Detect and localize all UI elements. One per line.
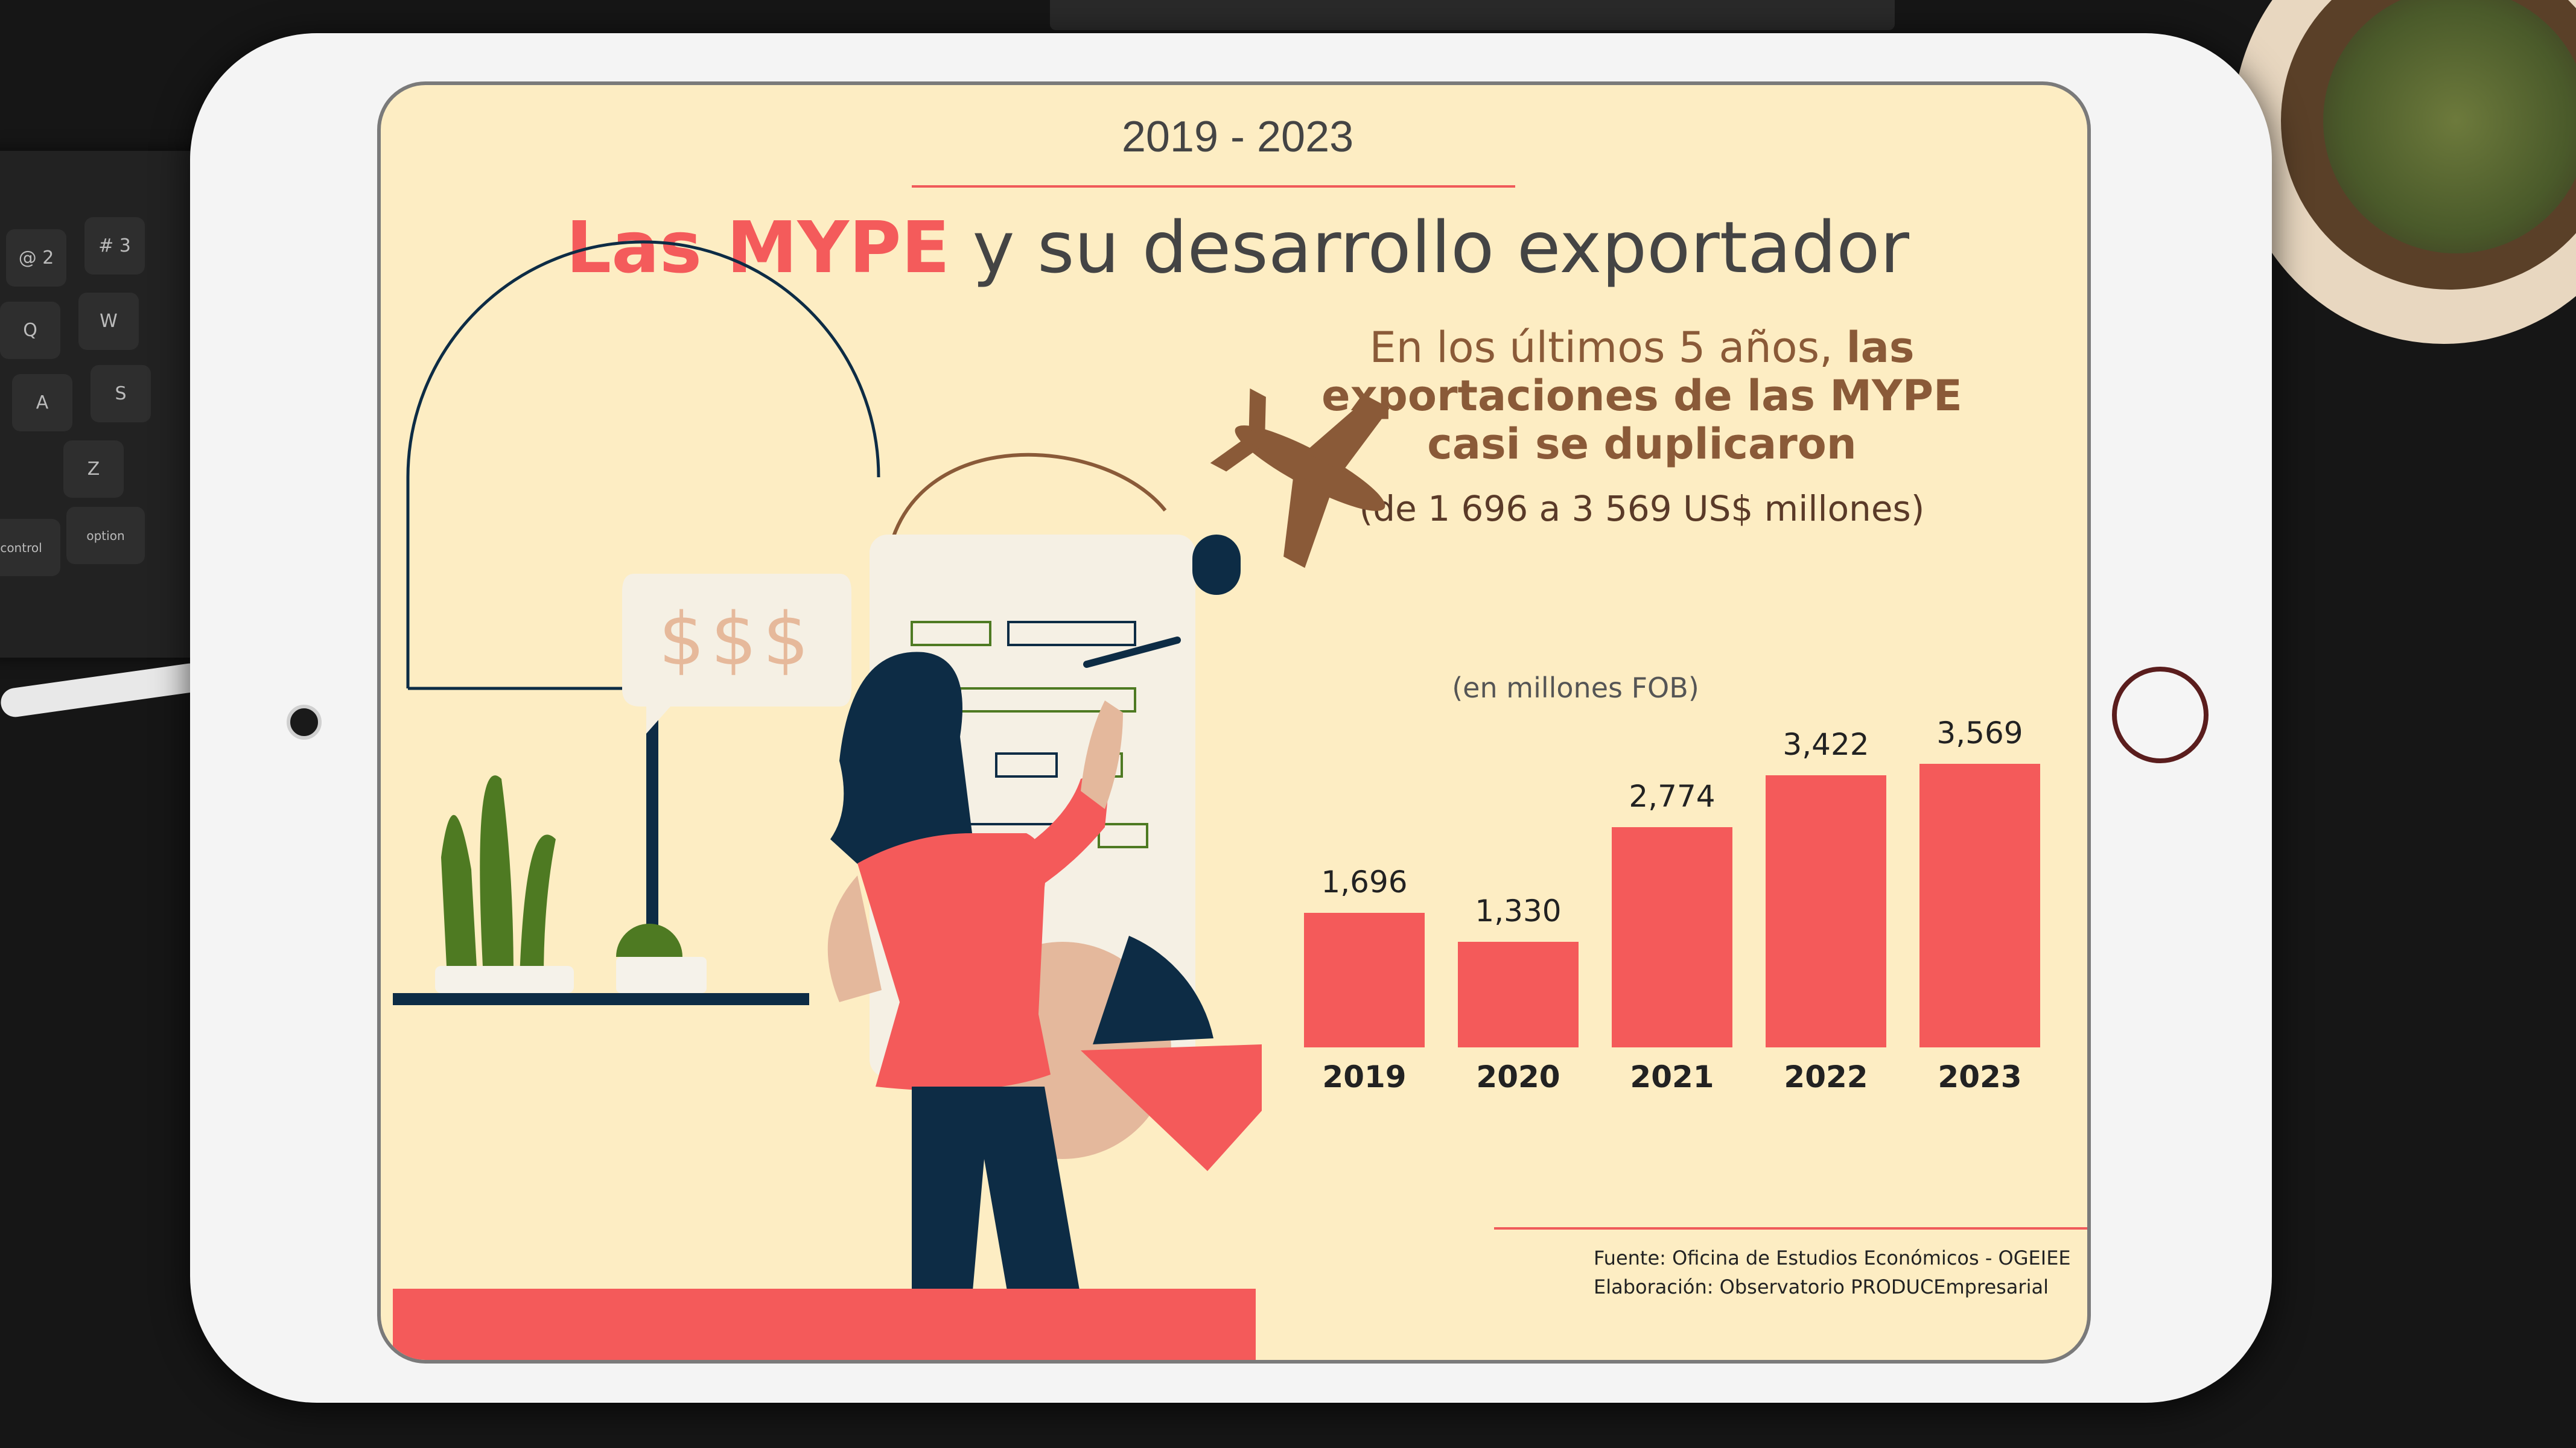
- keyboard-key: control: [0, 519, 60, 576]
- cactus-plant: [2323, 0, 2576, 253]
- headline-lead: En los últimos 5 años,: [1369, 323, 1833, 372]
- x-tick-label: 2020: [1476, 1059, 1560, 1094]
- headline-range: (de 1 696 a 3 569 US$ millones): [1359, 488, 1925, 529]
- floor-strip: [393, 1289, 1256, 1360]
- keyboard-key: W: [78, 293, 139, 350]
- speech-bubble: [622, 574, 851, 734]
- chart-subtitle: (en millones FOB): [1452, 672, 1699, 704]
- bar-value-label: 2,774: [1629, 778, 1716, 814]
- airplane-icon: [1210, 388, 1390, 568]
- source-divider: [1494, 1227, 2087, 1230]
- bar-2019: [1304, 912, 1425, 1047]
- home-button[interactable]: [2112, 667, 2209, 763]
- bar-value-label: 1,330: [1475, 893, 1562, 929]
- illustration: [393, 240, 1390, 1360]
- bar-2023: [1919, 764, 2040, 1047]
- plant-leaves: [441, 815, 477, 978]
- year-range: 2019 - 2023: [1121, 113, 1354, 161]
- x-tick-label: 2021: [1630, 1059, 1714, 1094]
- bar-value-label: 3,569: [1936, 716, 2023, 751]
- keyboard-key: @ 2: [6, 229, 66, 287]
- window-arch: [406, 240, 880, 688]
- bar-value-label: 3,422: [1783, 727, 1869, 763]
- person-hair: [830, 652, 972, 869]
- keyboard-key: Q: [0, 302, 60, 359]
- title-highlight: Las MYPE: [566, 206, 950, 289]
- shelf: [393, 993, 809, 1005]
- keyboard-key: # 3: [84, 217, 145, 275]
- keyboard-key: option: [66, 507, 145, 564]
- person-shirt: [857, 833, 1051, 1091]
- bar-chart: 1,696 2019 1,330 2020 2,774 2021 3,422 2022 3,56…: [381, 85, 2087, 1360]
- credit-line: Elaboración: Observatorio PRODUCEmpresar…: [1594, 1275, 2049, 1298]
- bar-2020: [1458, 941, 1579, 1047]
- x-tick-label: 2022: [1784, 1059, 1868, 1094]
- divider-line: [912, 185, 1515, 188]
- bar-value-label: 1,696: [1321, 864, 1408, 900]
- x-tick-label: 2023: [1938, 1059, 2022, 1094]
- source-line: Fuente: Oficina de Estudios Económicos -…: [1594, 1246, 2071, 1269]
- keyboard-key: A: [12, 374, 72, 431]
- page-title: Las MYPE y su desarrollo exportador: [381, 206, 2087, 289]
- title-rest: y su desarrollo exportador: [972, 206, 1909, 289]
- tablet-screen: 2019 - 2023 Las MYPE y su desarrollo exp…: [377, 81, 2091, 1364]
- keyboard-key: S: [91, 365, 151, 422]
- notebook: [1050, 0, 1895, 30]
- source-note: Fuente: Oficina de Estudios Económicos -…: [1594, 1243, 2071, 1301]
- headline-bold: las exportaciones de las MYPE casi se du…: [1321, 323, 1962, 469]
- keyboard-key: Z: [63, 440, 124, 498]
- flight-path: [886, 453, 1167, 559]
- x-tick-label: 2019: [1322, 1059, 1407, 1094]
- camera-icon: [287, 705, 322, 740]
- bar-2021: [1612, 827, 1732, 1047]
- speech-bubble-text: $$$: [658, 598, 815, 682]
- headline: En los últimos 5 años, las exportaciones…: [1274, 323, 2010, 468]
- bar-2022: [1766, 775, 1886, 1047]
